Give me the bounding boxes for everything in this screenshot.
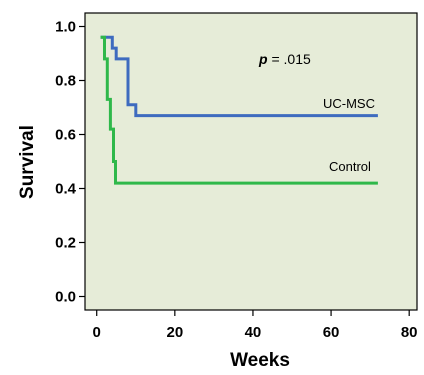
y-tick-label: 0.6 — [55, 127, 76, 144]
x-axis-title: Weeks — [230, 350, 290, 371]
y-tick-label: 0.4 — [55, 181, 77, 198]
y-tick-label: 0.0 — [55, 289, 76, 306]
x-tick-label: 80 — [401, 324, 418, 341]
y-tick-label: 1.0 — [55, 19, 76, 36]
plot-area — [84, 12, 418, 311]
x-tick-label: 40 — [245, 324, 262, 341]
series-label-control: Control — [329, 159, 371, 174]
p-value-symbol: p — [258, 51, 268, 67]
x-tick-label: 20 — [166, 324, 183, 341]
p-value-text: = .015 — [268, 51, 311, 67]
x-tick-label: 0 — [93, 324, 101, 341]
y-tick-label: 0.8 — [55, 73, 76, 90]
y-axis-title: Survival — [17, 125, 38, 199]
axes-layer: 0.0 0.2 0.4 0.6 0.8 1.0 0 20 40 60 80 — [55, 19, 417, 342]
x-tick-label: 60 — [323, 324, 340, 341]
y-tick-label: 0.2 — [55, 235, 76, 252]
series-layer — [100, 35, 378, 185]
p-value-annotation: p = .015 — [258, 51, 311, 67]
series-line-control — [100, 35, 378, 185]
series-line-uc-msc — [100, 35, 378, 118]
series-label-uc-msc: UC-MSC — [323, 96, 375, 111]
